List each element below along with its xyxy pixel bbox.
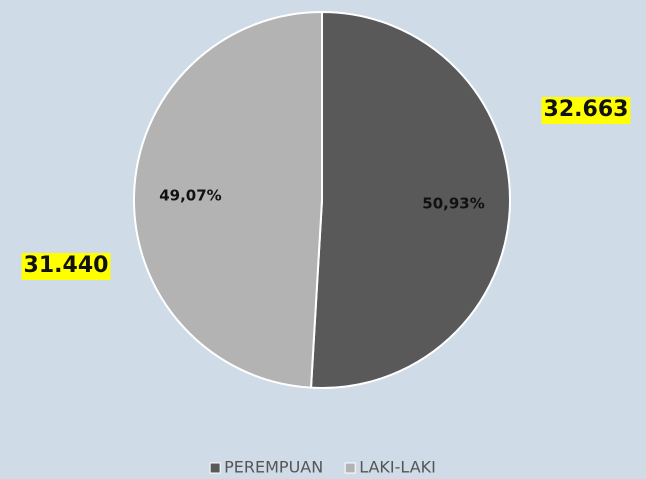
- data-label: 50,93%: [422, 194, 484, 212]
- legend-label: PEREMPUAN: [224, 458, 323, 477]
- legend-swatch: [209, 462, 221, 474]
- annotation-highlight: [21, 253, 111, 280]
- data-label: 49,07%: [159, 187, 221, 205]
- pie-slice: [309, 10, 512, 389]
- annotation-highlight: [541, 97, 631, 124]
- legend-label: LAKI-LAKI: [359, 458, 436, 477]
- pie-slice: [133, 10, 323, 389]
- annotation: 31.440: [24, 253, 109, 278]
- annotation: 32.663: [544, 97, 629, 122]
- legend-swatch: [344, 462, 356, 474]
